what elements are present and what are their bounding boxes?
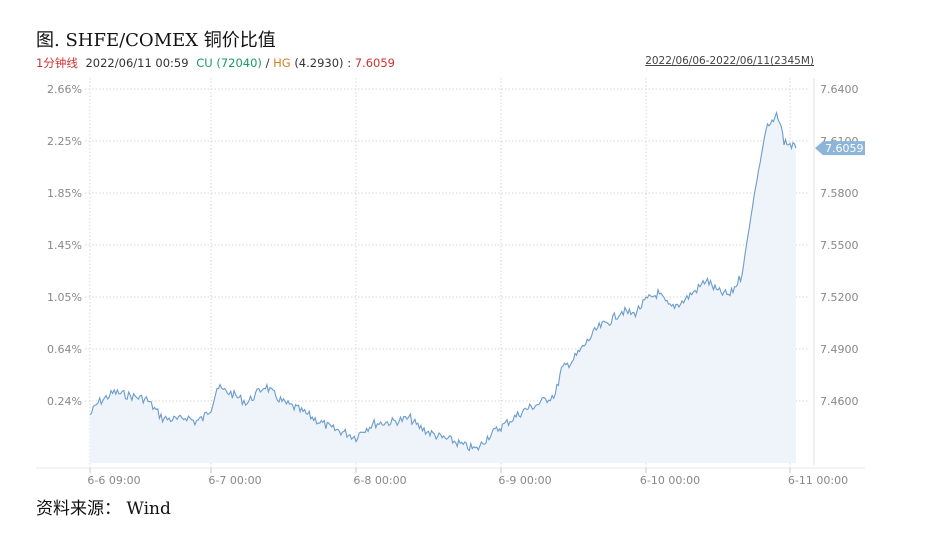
x-tick-label: 6-6 09:00 (87, 474, 140, 487)
badge-shape (815, 141, 865, 156)
right-tick-label: 7.6400 (820, 83, 859, 96)
left-tick-label: 1.85% (47, 187, 82, 200)
separator: / (265, 56, 270, 70)
left-axis: 2.66% 2.25% 1.85% 1.45% 1.05% 0.64% 0.24% (47, 83, 82, 408)
timestamp: 2022/06/11 00:59 (85, 56, 189, 70)
right-tick-label: 7.5200 (820, 291, 859, 304)
cu-label: CU (196, 56, 213, 70)
x-tick-label: 6-11 00:00 (788, 474, 848, 487)
badge-value: 7.6059 (825, 142, 864, 155)
current-value-badge: 7.6059 (815, 141, 865, 156)
date-range-link[interactable]: 2022/06/06-2022/06/11(2345M) (645, 55, 814, 67)
source-note: 资料来源： Wind (36, 499, 171, 519)
chart-title: 图. SHFE/COMEX 铜价比值 (36, 30, 276, 51)
interval-label[interactable]: 1分钟线 (36, 56, 78, 70)
left-tick-label: 1.05% (47, 291, 82, 304)
x-tick-label: 6-8 00:00 (353, 474, 406, 487)
left-tick-label: 2.66% (47, 83, 82, 96)
hg-label: HG (273, 56, 291, 70)
right-tick-label: 7.5800 (820, 187, 859, 200)
ratio-separator: : (347, 56, 352, 70)
right-tick-label: 7.4900 (820, 343, 859, 356)
series-line (89, 110, 797, 452)
left-tick-label: 0.24% (47, 395, 82, 408)
x-axis: 6-6 09:00 6-7 00:00 6-8 00:00 6-9 00:00 6-10… (87, 474, 848, 487)
quote-line: 1分钟线 2022/06/11 00:59 CU (72040) / HG (4… (36, 55, 395, 71)
left-tick-label: 1.45% (47, 239, 82, 252)
x-tick-label: 6-7 00:00 (208, 474, 261, 487)
x-tick-label: 6-10 00:00 (640, 474, 700, 487)
left-tick-label: 2.25% (47, 135, 82, 148)
ratio-value: 7.6059 (354, 56, 395, 70)
series-area (90, 112, 796, 463)
x-tick-label: 6-9 00:00 (498, 474, 551, 487)
right-tick-label: 7.5500 (820, 239, 859, 252)
hg-value: (4.2930) (294, 56, 344, 70)
right-axis: 7.64007.61007.58007.55007.52007.49007.46… (820, 83, 859, 408)
right-tick-label: 7.4600 (820, 395, 859, 408)
left-tick-label: 0.64% (47, 343, 82, 356)
cu-value: (72040) (216, 56, 262, 70)
